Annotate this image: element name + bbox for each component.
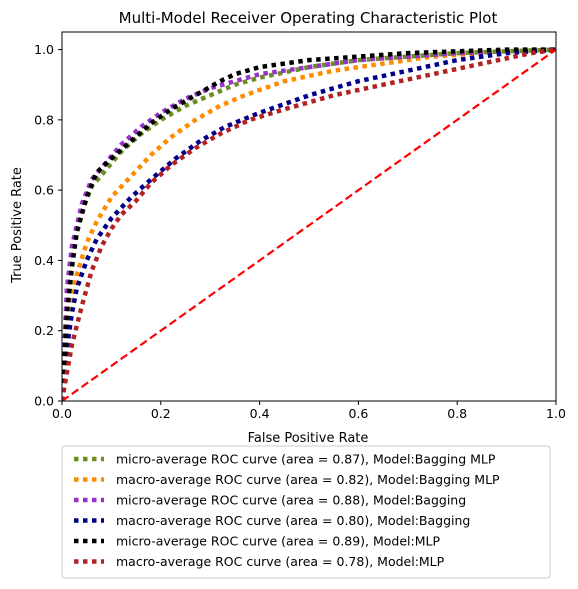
plot-area — [62, 47, 556, 401]
legend-entry-5: micro-average ROC curve (area = 0.89), M… — [116, 534, 440, 549]
y-tick-label: 0.2 — [34, 323, 54, 338]
y-tick-label: 0.8 — [34, 112, 54, 127]
roc-series-3 — [62, 47, 556, 401]
legend-entry-2: macro-average ROC curve (area = 0.82), M… — [116, 472, 500, 487]
axes: 0.0 0.2 0.4 0.6 0.8 1.0 0.0 0.2 0.4 0.6 0.8 1.0 — [34, 31, 566, 421]
x-tick-label: 0.4 — [250, 406, 270, 421]
x-tick-label: 0.6 — [348, 406, 368, 421]
x-tick-label: 0.0 — [52, 406, 72, 421]
x-tick-label: 0.8 — [447, 406, 467, 421]
legend-entry-6: macro-average ROC curve (area = 0.78), M… — [116, 554, 445, 569]
y-tick-label: 1.0 — [34, 42, 54, 57]
legend-box — [61, 445, 551, 579]
legend: micro-average ROC curve (area = 0.87), M… — [61, 445, 551, 579]
axes-frame — [61, 31, 557, 402]
x-tick-label: 0.2 — [151, 406, 171, 421]
x-axis-label: False Positive Rate — [248, 431, 369, 446]
legend-entry-4: macro-average ROC curve (area = 0.80), M… — [116, 513, 470, 528]
y-tick-label: 0.4 — [34, 253, 54, 268]
y-tick-label: 0.6 — [34, 183, 54, 198]
legend-entry-3: micro-average ROC curve (area = 0.88), M… — [116, 493, 466, 508]
roc-series-4 — [62, 47, 556, 401]
roc-series-5 — [62, 47, 556, 401]
legend-entry-1: micro-average ROC curve (area = 0.87), M… — [116, 452, 496, 467]
roc-series-6 — [62, 47, 556, 401]
chance-diagonal-line — [62, 48, 556, 401]
y-tick-label: 0.0 — [34, 394, 54, 409]
chart-title: Multi-Model Receiver Operating Character… — [119, 9, 498, 27]
y-axis-label: True Positive Rate — [10, 167, 25, 284]
x-tick-label: 1.0 — [546, 406, 566, 421]
